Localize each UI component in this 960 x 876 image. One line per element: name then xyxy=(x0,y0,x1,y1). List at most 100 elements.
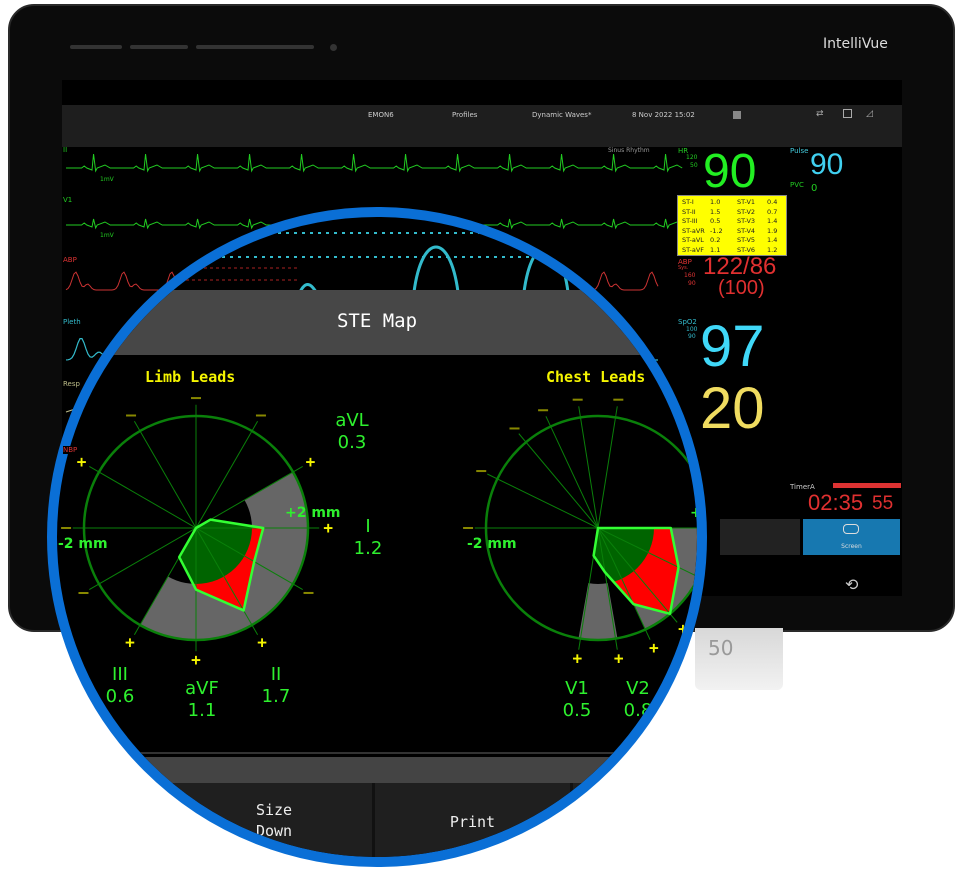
st-cell: ST-III xyxy=(682,217,698,225)
abp-wave-label[interactable]: ABP xyxy=(63,256,77,264)
volume-icon[interactable]: ◿ xyxy=(866,109,873,119)
profiles-button[interactable]: Profiles xyxy=(452,111,478,119)
bezel-slot xyxy=(130,45,188,49)
resp-value[interactable]: 20 xyxy=(700,376,765,441)
timer-progress xyxy=(833,483,901,488)
st-cell: ST-V1 xyxy=(737,198,756,206)
print-button[interactable]: Print xyxy=(449,813,496,831)
resp-label[interactable]: Resp xyxy=(63,380,80,388)
ste-button-bar xyxy=(57,783,697,857)
lead-name: aVL xyxy=(335,410,369,431)
abp-sub: Sys. xyxy=(678,265,689,271)
bezel-slot xyxy=(70,45,122,49)
ecg2-scale: 1mV xyxy=(100,232,114,239)
lead-name: III xyxy=(112,664,128,685)
st-cell: 1.9 xyxy=(767,226,778,235)
keyboard-icon[interactable] xyxy=(843,109,852,118)
limb-leads-title: Limb Leads xyxy=(145,368,236,386)
screen-button[interactable]: Screen xyxy=(803,519,900,555)
hr-hi: 120 xyxy=(686,154,698,161)
stand-label: 50 xyxy=(708,636,734,660)
lead-label-iii: III 0.6 xyxy=(90,664,150,708)
ste-status-band xyxy=(57,757,697,783)
st-cell: ST-V3 xyxy=(737,217,756,225)
st-polygon-outline xyxy=(592,526,680,616)
spo2-hi: 100 xyxy=(686,326,698,333)
chest-scale-plus: +2 mm xyxy=(690,505,702,521)
divider xyxy=(372,783,375,857)
ste-maps: ++++++++++++ xyxy=(61,397,697,669)
lead-value: 0.6 xyxy=(105,686,135,707)
st-cell: 0.4 xyxy=(767,198,778,206)
pvc-value: 0 xyxy=(811,183,818,194)
st-polygon-alarm xyxy=(179,519,264,611)
bed-label[interactable]: EMON6 xyxy=(368,111,394,119)
timer-sub: 55 xyxy=(872,493,894,514)
hr-label: HR xyxy=(678,147,689,155)
abp-label: ABP xyxy=(678,258,692,266)
lead-label-v2: V2 0.8 xyxy=(608,678,668,722)
plus-marker-III: + xyxy=(125,632,135,651)
smartkey-button[interactable] xyxy=(720,519,800,555)
limb-scale-minus: -2 mm xyxy=(58,536,108,552)
st-cell: ST-V5 xyxy=(737,236,756,244)
st-polygon-outline xyxy=(177,518,265,612)
pulse-label: Pulse xyxy=(790,147,809,155)
lead-value: 1.1 xyxy=(187,700,217,721)
pvc-label: PVC xyxy=(790,181,804,189)
abp-mean: (100) xyxy=(718,277,765,299)
ecg1-label[interactable]: II xyxy=(63,146,68,154)
st-cell: 0.7 xyxy=(767,207,778,216)
brand-logo: IntelliVue xyxy=(823,36,888,52)
plus-marker-aVR: + xyxy=(77,452,87,471)
divider xyxy=(57,752,697,754)
lead-label-i: I 1.2 xyxy=(338,516,398,560)
st-table[interactable]: ST-I 1.0 ST-V1 0.4 ST-II 1.5 ST-V2 0.7 ST-III 0.5… xyxy=(677,195,787,256)
bezel-slot xyxy=(196,45,314,49)
plus-marker-I: + xyxy=(323,518,333,537)
abp-hi: 160 xyxy=(684,272,696,279)
lead-label-avl: aVL 0.3 xyxy=(322,410,382,454)
nbp-label[interactable]: NBP xyxy=(63,446,78,454)
st-cell: 1.4 xyxy=(767,217,778,225)
lead-value: 1.7 xyxy=(261,686,291,707)
magnifier-lens: STE Map Size Down Print Limb Leads Chest… xyxy=(47,207,707,867)
camera-dot xyxy=(330,44,337,51)
st-cell: ST-V6 xyxy=(737,245,756,254)
st-cell: 1.4 xyxy=(767,236,778,244)
st-cell: ST-aVR xyxy=(682,226,705,235)
abp-lo: 90 xyxy=(688,280,696,287)
spo2-label: SpO2 xyxy=(678,318,697,326)
rotate-icon[interactable]: ⟲ xyxy=(845,575,859,594)
alarm-sector xyxy=(578,583,618,640)
st-polygon-alarm xyxy=(593,528,679,614)
ecg2-label[interactable]: V1 xyxy=(63,196,73,204)
pleth-label[interactable]: Pleth xyxy=(63,318,81,326)
plus-marker-II: + xyxy=(257,632,267,651)
timer-value[interactable]: 02:35 xyxy=(808,490,864,515)
lead-value: 1.2 xyxy=(353,538,383,559)
plus-marker-V2: + xyxy=(614,649,624,668)
spo2-value[interactable]: 97 xyxy=(700,314,765,379)
divider xyxy=(570,783,573,857)
top-bar xyxy=(62,105,902,147)
size-down-button[interactable]: Size Down xyxy=(176,800,372,842)
st-cell: ST-aVL xyxy=(682,236,704,244)
st-cell: 1.0 xyxy=(710,198,721,206)
layout-icon[interactable] xyxy=(733,111,741,119)
plus-marker-V4: + xyxy=(678,619,688,638)
hr-value[interactable]: 90 xyxy=(703,145,757,198)
monitor-stand xyxy=(695,628,783,690)
map-outer-circle xyxy=(484,414,697,642)
plus-marker-V3: + xyxy=(649,638,659,657)
dynamic-waves-button[interactable]: Dynamic Waves* xyxy=(532,111,592,119)
pulse-value[interactable]: 90 xyxy=(810,148,844,181)
st-cell: ST-I xyxy=(682,198,694,206)
chest-scale-minus: -2 mm xyxy=(467,536,517,552)
size-down-line1: Size xyxy=(255,801,293,819)
ecg1-scale: 1mV xyxy=(100,176,114,183)
abp-value[interactable]: 122/86 xyxy=(703,253,777,280)
st-cell: 1.5 xyxy=(710,207,721,216)
magnified-waves xyxy=(60,232,697,293)
plus-marker-aVF: + xyxy=(191,650,201,669)
